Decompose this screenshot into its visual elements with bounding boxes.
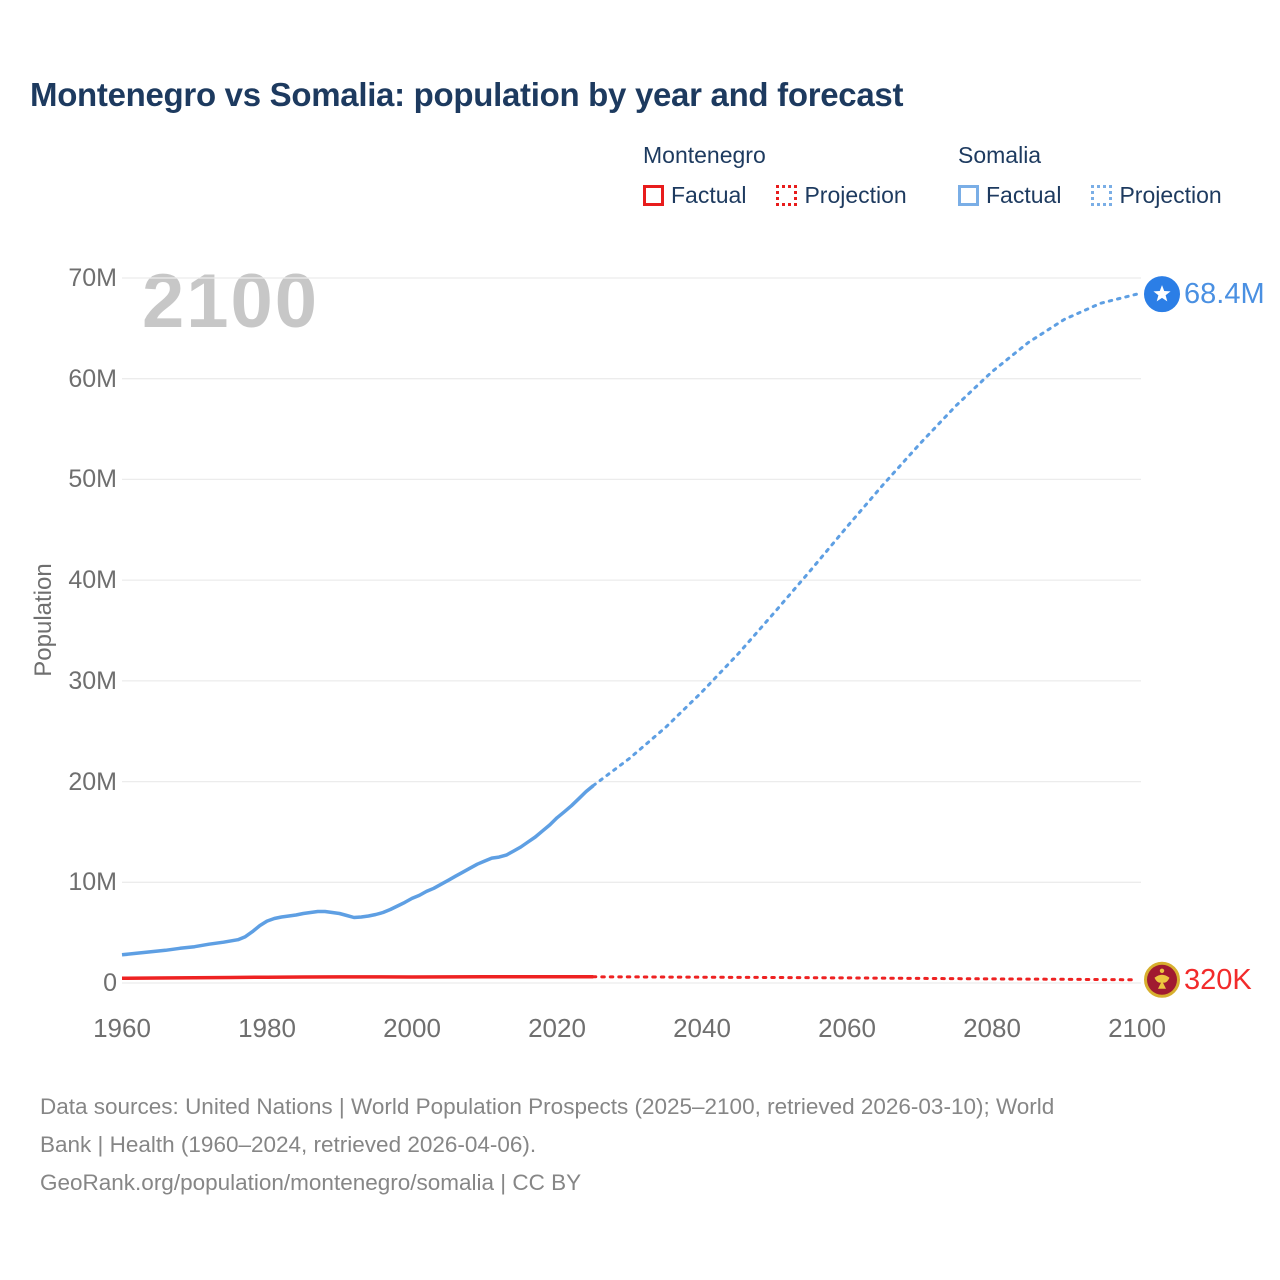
- x-tick-label-1980: 1980: [238, 1013, 296, 1043]
- y-tick-label-0: 0: [103, 969, 117, 997]
- footer-attribution-link[interactable]: GeoRank.org/population/montenegro/somali…: [40, 1170, 582, 1195]
- x-tick-label-2100: 2100: [1108, 1013, 1166, 1043]
- y-tick-label-10M: 10M: [68, 868, 117, 897]
- legend-item-label: Projection: [1119, 182, 1222, 208]
- y-tick-label-70M: 70M: [68, 264, 117, 292]
- x-tick-label-2060: 2060: [818, 1013, 876, 1043]
- eagle-wings-shape: [1154, 974, 1170, 983]
- series-line-montenegro-factual: [121, 975, 594, 981]
- page-title: Montenegro vs Somalia: population by yea…: [30, 76, 904, 113]
- legend-item-label: Projection: [804, 182, 907, 208]
- end-label-montenegro: 320K: [1184, 963, 1252, 996]
- footer-line: Bank | Health (1960–2024, retrieved 2026…: [40, 1132, 537, 1157]
- legend-group-montenegro: Montenegro Factual Projection: [643, 142, 907, 209]
- watermark-year: 2100: [142, 259, 320, 344]
- y-tick-label-20M: 20M: [68, 767, 117, 796]
- y-tick-label-50M: 50M: [68, 465, 117, 494]
- legend-item-somalia-factual[interactable]: Factual: [958, 182, 1061, 209]
- eagle-tail-shape: [1158, 980, 1166, 989]
- y-tick-label-60M: 60M: [68, 364, 117, 393]
- y-tick-label-40M: 40M: [68, 566, 117, 595]
- x-tick-label-2020: 2020: [528, 1013, 586, 1043]
- data-sources-footer: Data sources: United Nations | World Pop…: [40, 1088, 1250, 1202]
- legend-item-montenegro-factual[interactable]: Factual: [643, 182, 746, 209]
- legend-item-somalia-projection[interactable]: Projection: [1091, 182, 1222, 209]
- y-axis-title: Population: [30, 563, 57, 677]
- legend-item-label: Factual: [671, 182, 747, 208]
- legend-swatch-dotted-red: [776, 185, 798, 206]
- x-tick-label-2080: 2080: [963, 1013, 1021, 1043]
- legend-swatch-solid-red: [643, 185, 664, 206]
- x-tick-label-2000: 2000: [383, 1013, 441, 1043]
- x-tick-label-2040: 2040: [673, 1013, 731, 1043]
- series-line-somalia-projection: [591, 292, 1139, 788]
- legend-item-label: Factual: [986, 182, 1062, 208]
- eagle-crown-dot: [1159, 968, 1165, 973]
- white-star-icon: [1153, 285, 1171, 302]
- legend-group-title-somalia: Somalia: [958, 142, 1042, 168]
- x-tick-label-1960: 1960: [93, 1013, 151, 1043]
- legend-swatch-solid-blue: [958, 185, 979, 206]
- legend-group-title-montenegro: Montenegro: [643, 142, 766, 168]
- series-line-montenegro-projection: [591, 975, 1139, 982]
- legend-swatch-dotted-blue: [1091, 185, 1113, 206]
- legend-group-somalia: Somalia Factual Projection: [958, 142, 1222, 209]
- y-tick-label-30M: 30M: [68, 666, 117, 695]
- legend-item-montenegro-projection[interactable]: Projection: [776, 182, 907, 209]
- series-line-somalia-factual: [121, 784, 595, 957]
- end-label-somalia: 68.4M: [1184, 278, 1265, 311]
- footer-line: Data sources: United Nations | World Pop…: [40, 1094, 1055, 1119]
